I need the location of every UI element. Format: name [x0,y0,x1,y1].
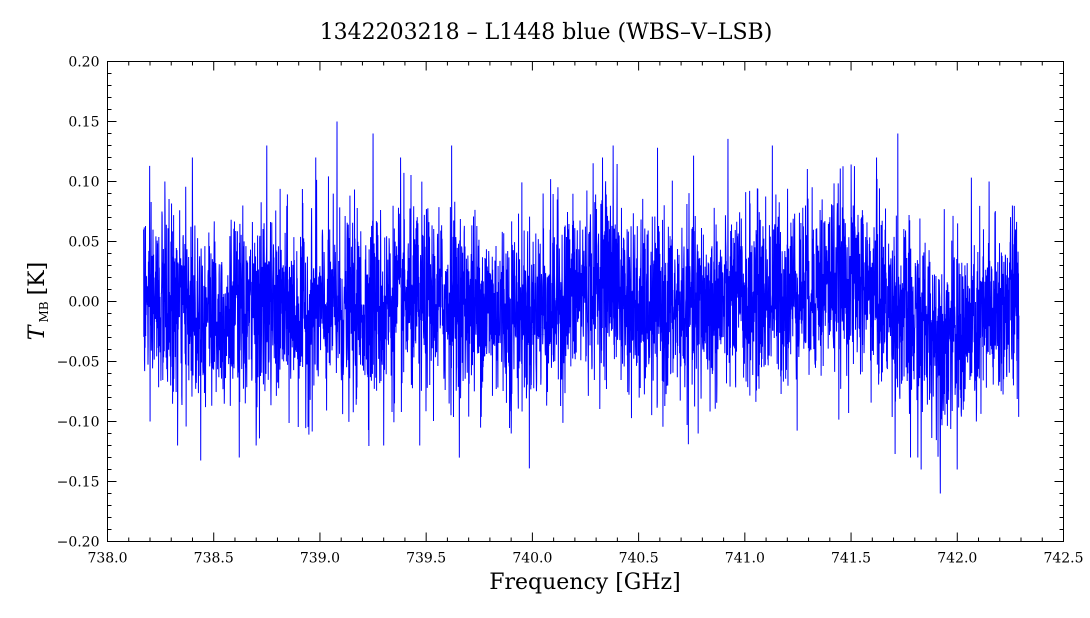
y-axis-label-main: T [25,323,50,340]
x-axis: 738.0 738.5 739.0 739.5 740.0 740.5 741.0 741.5… [87,61,1084,567]
x-tick-label: 741.0 [725,551,765,567]
y-tick-label: −0.05 [57,355,100,371]
x-tick-label: 740.0 [512,551,552,567]
x-tick-label: 741.5 [831,551,871,567]
y-tick-label: −0.20 [57,535,100,551]
x-tick-label: 738.0 [87,551,127,567]
y-tick-label: −0.15 [57,475,100,491]
y-axis-label-unit: [K] [25,262,50,296]
y-tick-label: 0.20 [68,55,99,71]
x-tick-label: 740.5 [619,551,659,567]
y-tick-label: 0.05 [68,235,99,251]
y-axis-label: TMB [K] [25,262,51,340]
series-group [143,121,1020,494]
x-tick-label: 738.5 [194,551,234,567]
y-tick-label: −0.10 [57,415,100,431]
svg-text:TMB[K]: TMB [K] [25,262,51,340]
x-tick-label: 742.5 [1043,551,1083,567]
x-tick-label: 742.0 [937,551,977,567]
chart-title: 1342203218 – L1448 blue (WBS–V–LSB) [320,20,773,45]
spectrum-series-line [143,121,1020,494]
y-tick-label: 0.10 [68,175,99,191]
y-axis: −0.20 −0.15 −0.10 −0.05 0.00 0.05 0.10 0.15 0.20 [57,55,1064,551]
x-tick-label: 739.0 [300,551,340,567]
x-axis-label: Frequency [GHz] [489,570,681,595]
y-tick-label: 0.15 [68,115,99,131]
x-tick-label: 739.5 [406,551,446,567]
y-tick-label: 0.00 [68,295,99,311]
y-axis-label-sub: MB [37,301,51,322]
